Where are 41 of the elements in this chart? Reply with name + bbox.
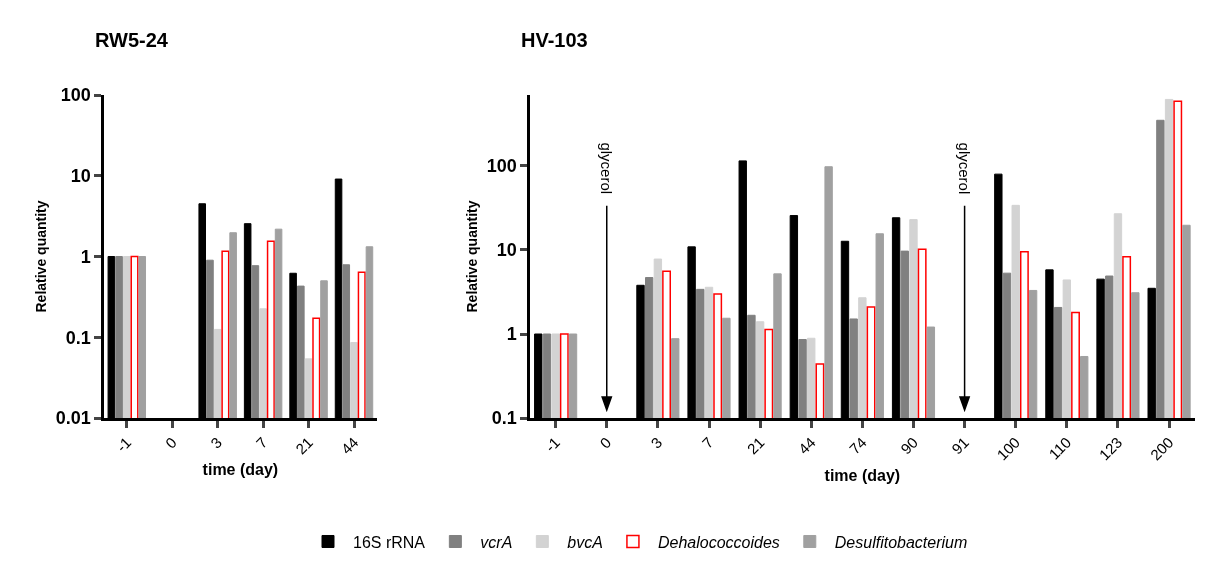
x-tick-label: -1 <box>541 433 564 456</box>
y-axis-title: Relative quantity <box>464 200 481 313</box>
x-tick-label: 44 <box>337 433 362 458</box>
x-tick-label: 0 <box>161 433 180 452</box>
chart-title: RW5-24 <box>95 29 169 51</box>
x-tick-label: 7 <box>698 433 717 452</box>
ref-line-label: glycerol <box>955 142 973 195</box>
x-tick-label: 21 <box>743 433 768 458</box>
x-tick-label: 110 <box>1045 433 1075 463</box>
y-tick-label: 1 <box>80 246 91 267</box>
y-axis-title: Relative quantity <box>33 200 50 313</box>
x-tick-label: 74 <box>845 433 870 458</box>
x-tick-label: 100 <box>993 433 1024 464</box>
x-tick-label: -1 <box>112 433 135 456</box>
x-tick-label: 200 <box>1146 433 1177 464</box>
x-axis-title: time (day) <box>824 467 901 485</box>
x-tick-label: 3 <box>207 433 226 452</box>
x-tick-label: 90 <box>897 433 921 458</box>
x-tick-label: 3 <box>647 433 666 452</box>
x-tick-label: 44 <box>794 433 819 458</box>
ref-line-label: glycerol <box>597 142 615 195</box>
legend-label: Dehalococcoides <box>657 533 780 551</box>
legend-label: bvcA <box>567 533 603 551</box>
legend-label: Desulfitobacterium <box>834 533 968 551</box>
x-tick-label: 123 <box>1095 433 1126 464</box>
legend-label: 16S rRNA <box>353 533 426 551</box>
x-tick-label: 91 <box>948 433 973 458</box>
legend-label: vcrA <box>480 533 513 551</box>
y-tick-label: 0.01 <box>55 408 91 429</box>
x-axis-title: time (day) <box>202 461 279 479</box>
y-tick-label: 100 <box>486 156 517 177</box>
y-tick-label: 10 <box>70 166 91 187</box>
x-tick-label: 21 <box>292 433 316 458</box>
y-tick-label: 1 <box>506 324 517 345</box>
y-tick-label: 10 <box>496 240 517 261</box>
x-tick-label: 7 <box>252 433 271 452</box>
y-tick-label: 100 <box>60 85 91 106</box>
x-tick-label: 0 <box>596 433 615 452</box>
chart-title: HV-103 <box>521 29 588 51</box>
y-tick-label: 0.1 <box>491 408 517 429</box>
y-tick-label: 0.1 <box>65 327 91 348</box>
